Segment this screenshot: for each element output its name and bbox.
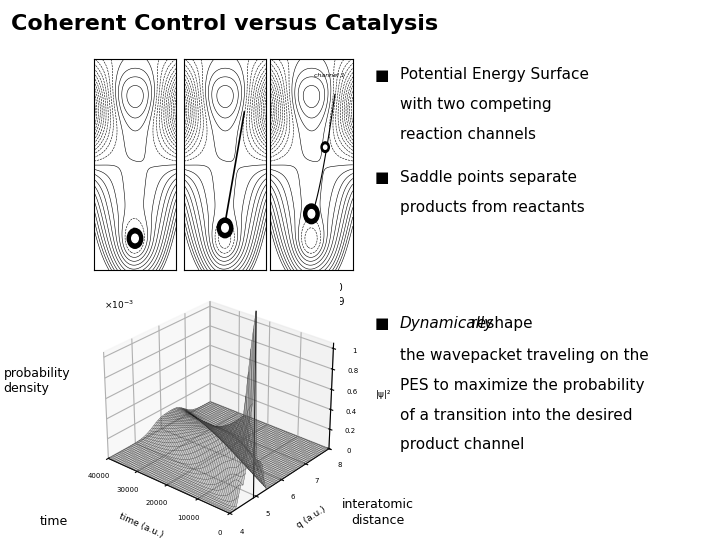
Text: interatomic
distance: interatomic distance [342,498,414,526]
X-axis label: time (a.u.): time (a.u.) [118,511,165,539]
Circle shape [222,224,228,232]
Text: probability
density: probability density [4,367,71,395]
Text: channel 1: channel 1 [314,73,345,78]
Text: Coherent Control versus Catalysis: Coherent Control versus Catalysis [11,14,438,33]
Text: Time = 1000: Time = 1000 [280,282,343,293]
Text: time: time [40,515,68,528]
Circle shape [304,204,319,224]
Text: ■: ■ [374,68,389,83]
Text: Norm = 445: Norm = 445 [195,298,255,307]
Text: with two competing: with two competing [400,97,552,112]
Circle shape [310,212,313,216]
Text: Dynamically: Dynamically [400,316,494,331]
Circle shape [133,237,137,240]
Text: the wavepacket traveling on the: the wavepacket traveling on the [400,348,648,363]
Text: of a transition into the desired: of a transition into the desired [400,408,632,423]
Circle shape [323,145,327,149]
Text: reaction channels: reaction channels [400,127,536,142]
Text: $\times 10^{-3}$: $\times 10^{-3}$ [104,298,134,310]
Circle shape [321,142,329,152]
Text: ■: ■ [374,316,389,331]
Text: ■: ■ [374,170,389,185]
Text: reshape: reshape [466,316,533,331]
Circle shape [223,226,227,230]
Text: Time = 50: Time = 50 [109,282,161,293]
Text: Time = 300: Time = 300 [197,282,253,293]
Text: products from reactants: products from reactants [400,200,585,215]
Text: product channel: product channel [400,437,524,453]
Circle shape [127,228,143,248]
Text: Norm = 1049: Norm = 1049 [279,298,344,307]
Text: Potential Energy Surface: Potential Energy Surface [400,68,589,83]
Text: PES to maximize the probability: PES to maximize the probability [400,378,644,393]
Circle shape [308,210,315,218]
Circle shape [217,218,233,238]
Text: Norm = 1: Norm = 1 [112,298,158,307]
Circle shape [132,234,138,242]
Y-axis label: q (a.u.): q (a.u.) [295,504,328,530]
Text: Saddle points separate: Saddle points separate [400,170,577,185]
